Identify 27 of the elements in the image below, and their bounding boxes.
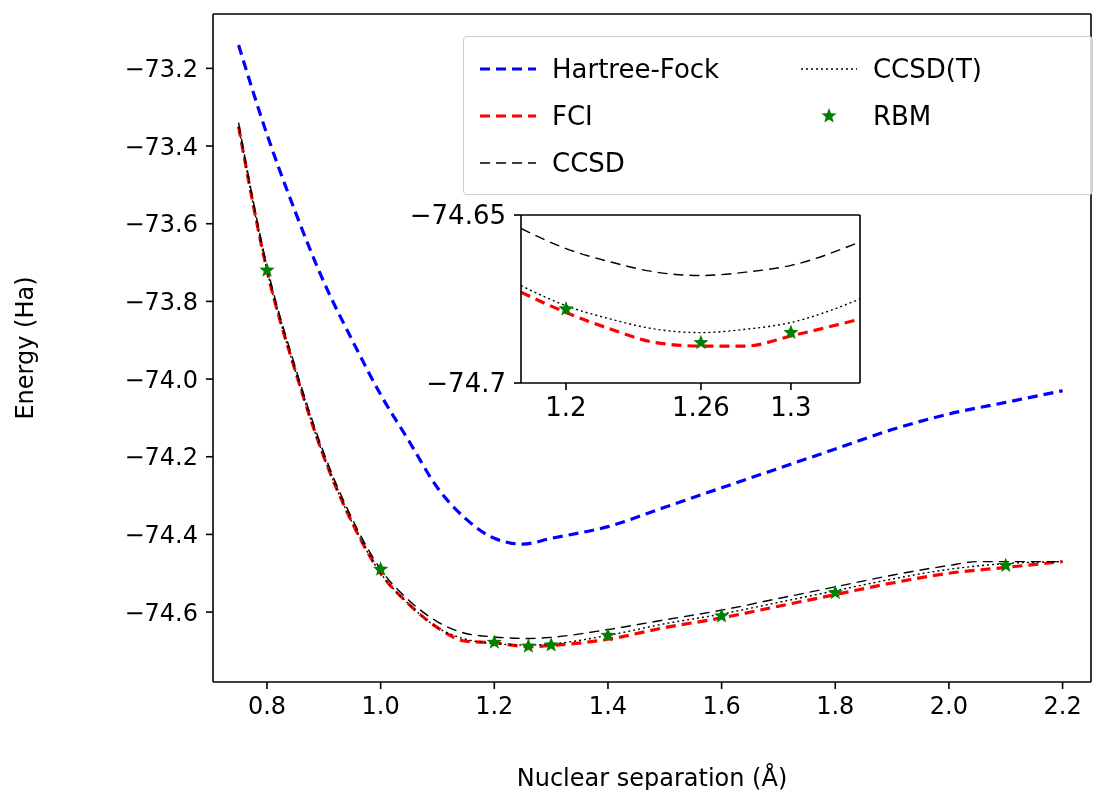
y-tick-label: −74.0 bbox=[124, 365, 198, 394]
x-tick-label: 1.2 bbox=[475, 692, 514, 721]
x-tick-label: 1.0 bbox=[361, 692, 400, 721]
x-tick-label: 1.3 bbox=[770, 392, 812, 423]
y-tick-label: −73.2 bbox=[124, 54, 198, 83]
x-tick-label: 1.8 bbox=[816, 692, 855, 721]
x-tick-label: 1.2 bbox=[545, 392, 587, 423]
x-tick-label: 1.4 bbox=[588, 692, 628, 721]
y-tick-label: −73.6 bbox=[124, 210, 198, 239]
y-tick-label: −74.7 bbox=[426, 368, 506, 399]
x-tick-label: 2.2 bbox=[1043, 692, 1082, 721]
legend-label: RBM bbox=[872, 100, 932, 131]
y-tick-label: −74.2 bbox=[124, 443, 198, 472]
y-tick-label: −74.4 bbox=[124, 520, 198, 549]
legend-label: Hartree-Fock bbox=[552, 53, 720, 84]
y-tick-label: −74.6 bbox=[124, 598, 198, 627]
y-tick-label: −73.4 bbox=[124, 132, 198, 161]
x-tick-label: 1.26 bbox=[672, 392, 730, 423]
legend-label: CCSD bbox=[552, 147, 625, 178]
legend-label: FCI bbox=[552, 100, 593, 131]
x-tick-label: 0.8 bbox=[247, 692, 287, 721]
y-tick-label: −74.65 bbox=[409, 200, 506, 231]
y-tick-label: −73.8 bbox=[124, 287, 198, 316]
legend-label: CCSD(T) bbox=[872, 53, 982, 84]
y-axis-title: Energy (Ha) bbox=[10, 276, 39, 420]
x-tick-label: 1.6 bbox=[702, 692, 741, 721]
x-tick-label: 2.0 bbox=[929, 692, 969, 721]
